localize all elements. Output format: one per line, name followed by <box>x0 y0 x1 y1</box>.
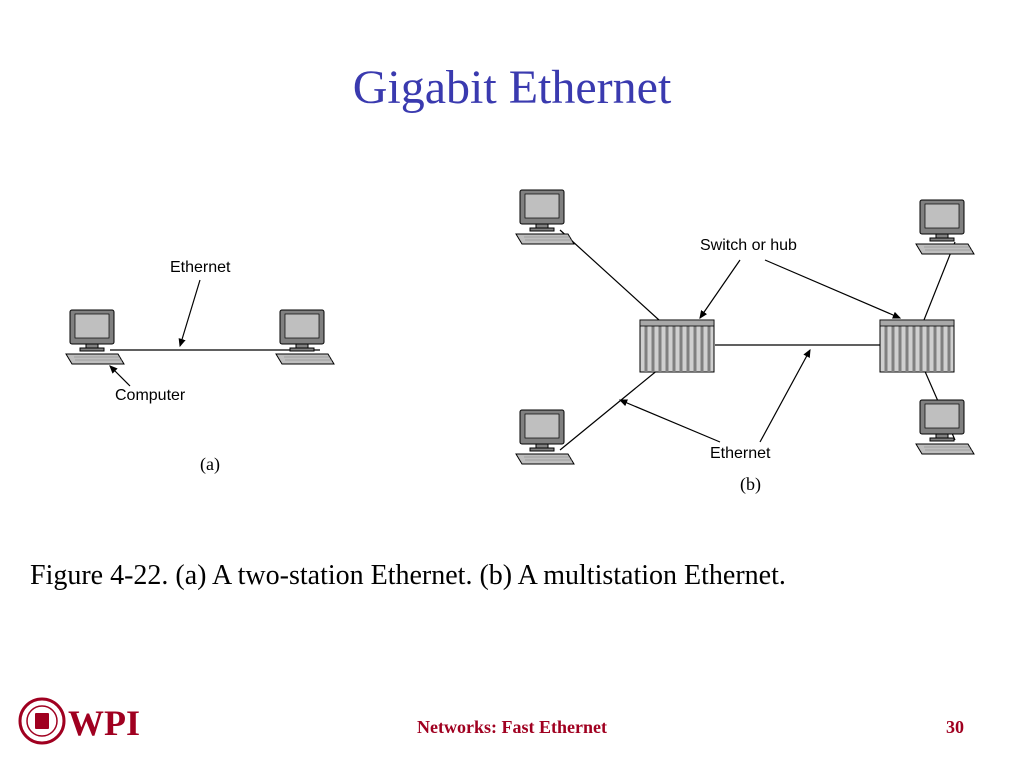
panel-a-label: (a) <box>200 454 220 475</box>
computer-icon <box>516 190 574 244</box>
ethernet-label: Ethernet <box>170 259 231 276</box>
computer-icon <box>276 310 334 364</box>
figure-caption: Figure 4-22. (a) A two-station Ethernet.… <box>30 560 994 592</box>
panel-b-label: (b) <box>740 474 761 495</box>
switch-label: Switch or hub <box>700 237 797 254</box>
ethernet-label-b: Ethernet <box>710 445 771 462</box>
computer-icon <box>916 200 974 254</box>
page-title: Gigabit Ethernet <box>0 60 1024 115</box>
switch-icon <box>640 320 714 372</box>
wpi-logo: WPI <box>18 697 168 750</box>
switch-icon <box>880 320 954 372</box>
computer-label: Computer <box>115 387 186 404</box>
computer-icon <box>66 310 124 364</box>
computer-icon <box>516 410 574 464</box>
network-diagram: Ethernet Computer (a) Switch or hub Ethernet… <box>20 170 1004 510</box>
page-number: 30 <box>946 717 964 738</box>
computer-icon <box>916 400 974 454</box>
svg-text:WPI: WPI <box>68 703 140 743</box>
